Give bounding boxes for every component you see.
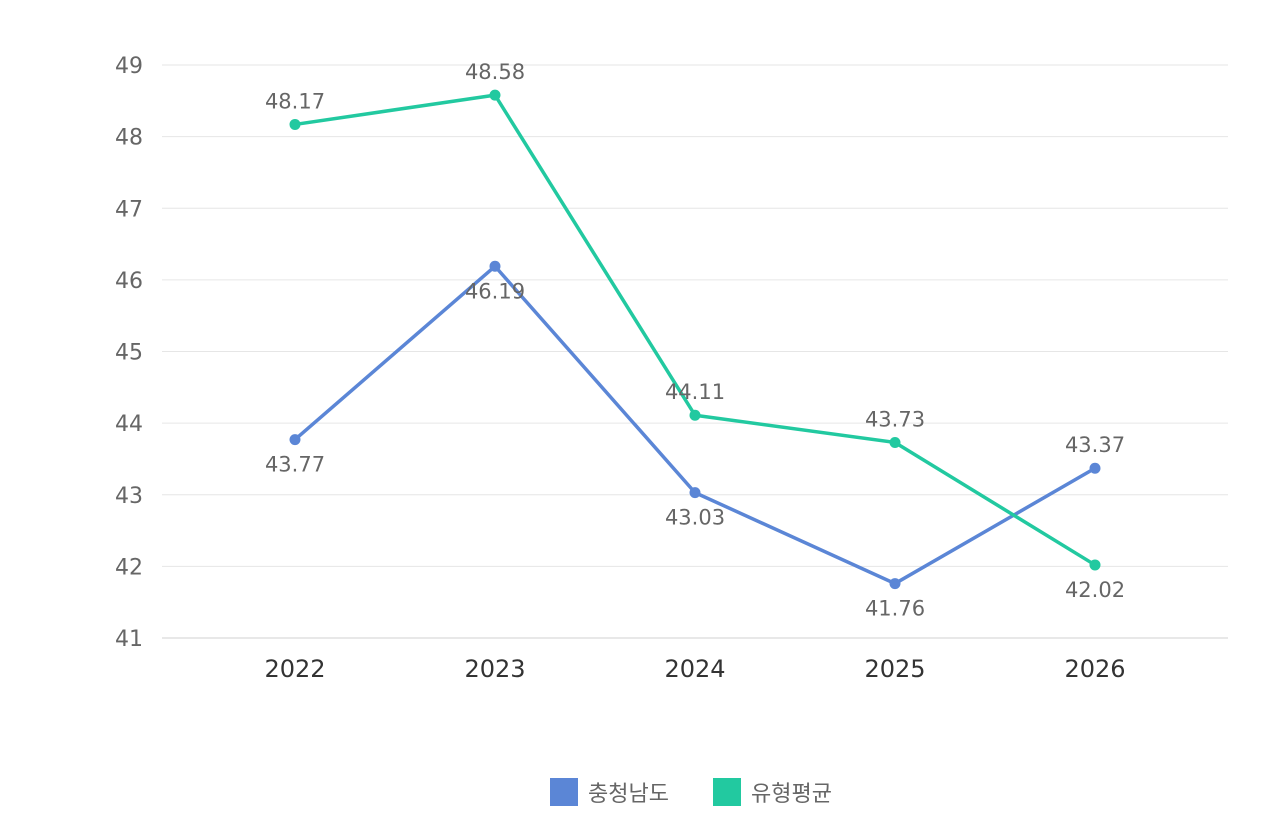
data-label: 46.19 [465,279,525,303]
y-tick-label: 44 [115,412,143,437]
data-point[interactable] [689,409,701,421]
y-tick-label: 43 [115,484,143,509]
y-tick-label: 46 [115,269,143,294]
legend-label: 유형평균 [751,782,832,807]
y-tick-label: 42 [115,555,143,580]
data-labels: 43.77 46.19 43.03 41.76 43.37 48.17 48.58 44.11… [265,60,1125,620]
data-point[interactable] [1089,559,1101,571]
data-label: 48.58 [465,60,525,84]
data-point[interactable] [289,118,301,130]
data-point[interactable] [689,487,701,499]
legend-item[interactable]: 유형평균 [713,778,832,807]
y-axis: 41 42 43 44 45 46 47 48 49 [115,54,143,652]
y-tick-label: 47 [115,197,143,222]
x-tick-label: 2025 [864,655,925,683]
x-tick-label: 2022 [264,655,325,683]
legend[interactable]: 충청남도 유형평균 [550,778,832,807]
data-label: 44.11 [665,380,725,404]
data-label: 42.02 [1065,578,1125,602]
y-tick-label: 49 [115,54,143,79]
data-point[interactable] [889,578,901,590]
series-points [289,89,1101,590]
legend-swatch [550,778,578,806]
series-line-1 [293,264,1097,586]
x-tick-label: 2026 [1064,655,1125,683]
legend-label: 충청남도 [588,782,669,807]
legend-item[interactable]: 충청남도 [550,778,669,807]
y-tick-label: 41 [115,627,143,652]
data-label: 43.03 [665,506,725,530]
grid-lines [162,64,1228,639]
y-tick-label: 48 [115,126,143,151]
data-point[interactable] [489,260,501,272]
data-point[interactable] [889,436,901,448]
data-label: 43.77 [265,453,325,477]
data-point[interactable] [1089,462,1101,474]
data-point[interactable] [489,89,501,101]
data-label: 43.37 [1065,433,1125,457]
x-axis: 2022 2023 2024 2025 2026 [264,655,1125,683]
data-label: 43.73 [865,407,925,431]
x-tick-label: 2023 [464,655,525,683]
data-label: 41.76 [865,597,925,621]
legend-swatch [713,778,741,806]
x-tick-label: 2024 [664,655,725,683]
data-point[interactable] [289,434,301,446]
y-tick-label: 45 [115,341,143,366]
data-label: 48.17 [265,89,325,113]
